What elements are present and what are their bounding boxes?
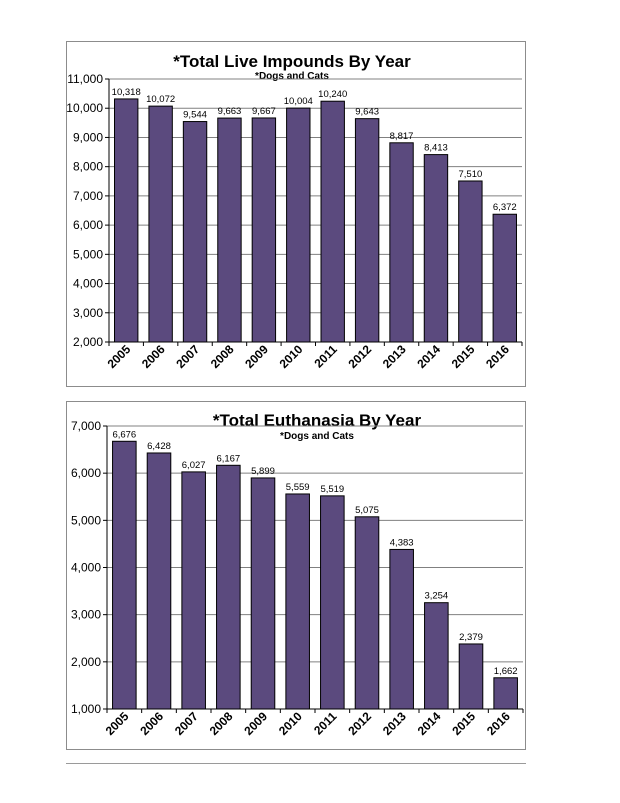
data-label: 6,027	[182, 460, 206, 471]
data-label: 9,663	[218, 106, 242, 117]
bar-2016	[492, 213, 517, 343]
data-label: 2,379	[459, 632, 483, 643]
data-label: 10,240	[318, 89, 347, 100]
x-tick-label: 2011	[312, 342, 341, 371]
x-tick-label: 2007	[172, 709, 201, 738]
data-label: 8,413	[424, 143, 448, 154]
bar-2012	[354, 516, 380, 710]
y-tick-label: 3,000	[73, 306, 103, 320]
y-tick-label: 6,000	[73, 218, 103, 232]
x-tick-label: 2008	[207, 709, 236, 738]
bar-2005	[112, 440, 137, 710]
y-tick-label: 3,000	[71, 608, 101, 622]
bar-2010	[285, 493, 310, 710]
bar-2006	[146, 452, 172, 710]
bar-2006	[148, 105, 173, 343]
bar-2013	[389, 142, 414, 343]
y-tick-label: 4,000	[73, 277, 103, 291]
data-label: 5,075	[355, 505, 379, 516]
data-label: 5,559	[286, 482, 310, 493]
chart-subtitle: *Dogs and Cats	[280, 431, 354, 442]
bar-2013	[389, 548, 414, 710]
x-tick-label: 2011	[311, 709, 340, 738]
x-tick-label: 2013	[380, 709, 409, 738]
y-tick-label: 1,000	[71, 702, 101, 716]
bar-2015	[458, 180, 483, 343]
euthanasia-chart: *Total Euthanasia By Year *Dogs and Cats 1…	[66, 401, 526, 750]
bar-2012	[354, 118, 380, 343]
y-tick-label: 11,000	[67, 72, 103, 86]
y-tick-label: 10,000	[67, 101, 103, 115]
bar-2009	[250, 477, 276, 710]
bar-2014	[424, 602, 449, 710]
impounds-chart-svg: *Total Live Impounds By Year*Dogs and Ca…	[67, 52, 523, 371]
x-tick-label: 2009	[242, 342, 271, 371]
x-tick-label: 2016	[483, 342, 512, 371]
chart-subtitle: *Dogs and Cats	[255, 71, 329, 82]
data-label: 6,428	[147, 441, 171, 452]
bar-2005	[114, 98, 139, 343]
bar-2014	[423, 154, 449, 343]
y-tick-label: 8,000	[73, 160, 103, 174]
data-label: 3,254	[424, 591, 448, 602]
bar-2007	[182, 121, 208, 343]
x-tick-label: 2008	[208, 342, 237, 371]
bar-2008	[216, 464, 241, 710]
data-label: 9,643	[355, 107, 379, 118]
x-tick-label: 2007	[173, 342, 202, 371]
bar-2009	[251, 117, 277, 343]
y-tick-label: 7,000	[71, 419, 101, 433]
data-label: 5,899	[251, 466, 275, 477]
x-tick-label: 2012	[345, 709, 374, 738]
x-tick-label: 2016	[484, 709, 513, 738]
data-label: 10,072	[146, 94, 175, 105]
x-tick-label: 2010	[277, 342, 306, 371]
x-tick-label: 2005	[105, 342, 134, 371]
y-tick-label: 2,000	[71, 655, 101, 669]
x-tick-label: 2009	[241, 709, 270, 738]
bar-2011	[320, 100, 345, 343]
data-label: 10,004	[284, 96, 313, 107]
chart-title: *Total Euthanasia By Year	[213, 411, 422, 430]
data-label: 6,372	[493, 202, 517, 213]
y-tick-label: 4,000	[71, 561, 101, 575]
y-tick-label: 9,000	[73, 130, 103, 144]
x-tick-label: 2005	[103, 709, 132, 738]
x-tick-label: 2014	[415, 709, 444, 738]
bottom-divider	[66, 763, 526, 764]
y-tick-label: 5,000	[71, 513, 101, 527]
data-label: 5,519	[320, 484, 344, 495]
x-tick-label: 2015	[449, 342, 478, 371]
y-tick-label: 6,000	[71, 466, 101, 480]
bar-2008	[217, 117, 242, 343]
y-tick-label: 5,000	[73, 247, 103, 261]
x-tick-label: 2015	[449, 709, 478, 738]
data-label: 8,817	[390, 131, 414, 142]
bar-2011	[320, 495, 345, 710]
data-label: 9,667	[252, 106, 276, 117]
data-label: 9,544	[183, 110, 207, 121]
y-tick-label: 7,000	[73, 189, 103, 203]
bar-2010	[286, 107, 311, 343]
x-tick-label: 2013	[380, 342, 409, 371]
y-tick-label: 2,000	[73, 335, 103, 349]
data-label: 6,167	[216, 453, 240, 464]
x-tick-label: 2010	[276, 709, 305, 738]
data-label: 4,383	[390, 537, 414, 548]
data-label: 10,318	[112, 87, 141, 98]
x-tick-label: 2006	[139, 342, 168, 371]
chart-title: *Total Live Impounds By Year	[173, 52, 411, 71]
data-label: 1,662	[494, 666, 518, 677]
x-tick-label: 2006	[137, 709, 166, 738]
x-tick-label: 2014	[414, 342, 443, 371]
impounds-chart: *Total Live Impounds By Year *Dogs and Ca…	[66, 41, 526, 387]
bar-2015	[458, 643, 484, 710]
euthanasia-chart-svg: *Total Euthanasia By Year*Dogs and Cats 1…	[71, 411, 524, 738]
bar-2016	[493, 677, 518, 710]
data-label: 6,676	[112, 429, 136, 440]
bar-2007	[181, 471, 206, 710]
data-label: 7,510	[458, 169, 482, 180]
x-tick-label: 2012	[345, 342, 374, 371]
